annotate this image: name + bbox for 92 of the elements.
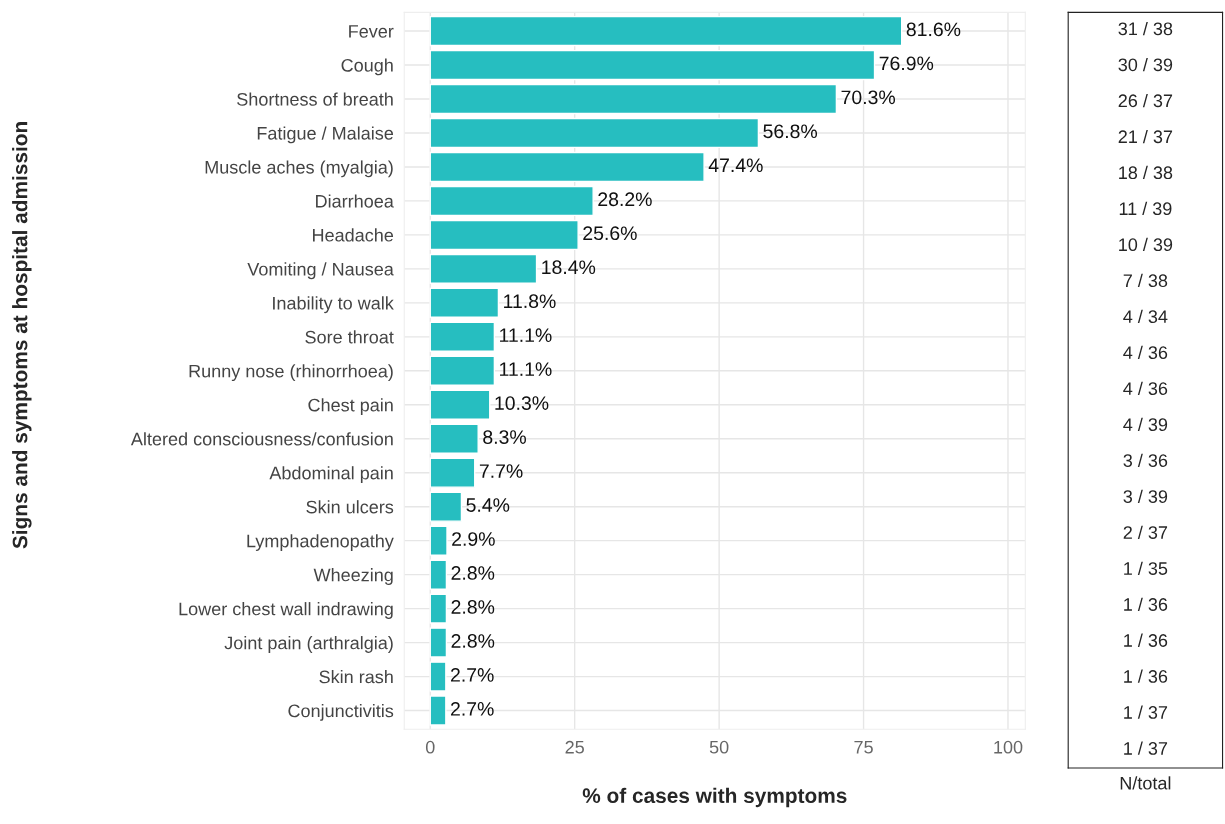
y-tick-label: Inability to walk [273, 296, 394, 314]
text: 3 / 39 [1123, 489, 1168, 503]
data-label: 2.8% [451, 600, 495, 614]
data-label: 8.3% [483, 430, 526, 444]
bar [429, 389, 491, 420]
y-tick-label: Cough [341, 58, 393, 76]
bar [429, 117, 760, 149]
y-axis-title: Signs and symptoms at hospital admission [12, 122, 32, 549]
y-tick-label: Fever [349, 25, 394, 38]
bar [429, 525, 448, 556]
x-tick-label: 100 [994, 740, 1023, 754]
text: 11 / 39 [1119, 201, 1172, 216]
data-label: 11.8% [504, 294, 556, 309]
text: 1 / 35 [1124, 561, 1168, 575]
x-axis-title: % of cases with symptoms [582, 787, 847, 808]
y-tick-label: Joint pain (arthralgia) [224, 636, 393, 653]
bar [429, 253, 538, 285]
bar [429, 321, 496, 352]
text: 10 / 39 [1119, 237, 1173, 252]
bar [429, 219, 579, 251]
text: 3 / 36 [1123, 453, 1168, 467]
y-tick-label: Skin rash [319, 670, 393, 684]
data-label: 81.6% [906, 22, 961, 37]
data-label: 2.7% [450, 702, 494, 716]
data-label: 7.7% [479, 464, 523, 478]
y-tick-label: Abdominal pain [269, 466, 393, 484]
text: 2 / 37 [1123, 525, 1168, 539]
bar [429, 627, 448, 658]
data-label: 2.9% [452, 532, 495, 546]
bar [429, 593, 448, 624]
x-tick-label: 50 [709, 740, 729, 754]
x-tick-label: 0 [425, 740, 435, 754]
bar [429, 287, 500, 318]
text: 26 / 37 [1118, 93, 1173, 108]
data-label: 56.8% [763, 124, 818, 139]
y-tick-label: Chest pain [308, 398, 393, 416]
y-tick-label: Shortness of breath [237, 92, 393, 106]
bar [429, 83, 838, 115]
bar [429, 423, 479, 454]
data-label: 70.3% [841, 90, 896, 105]
bar [429, 151, 705, 183]
y-tick-label: Lower chest wall indrawing [179, 602, 393, 619]
bar [429, 457, 476, 488]
y-tick-label: Vomiting / Nausea [247, 262, 394, 280]
data-label: 2.8% [451, 566, 495, 580]
y-tick-label: Skin ulcers [306, 500, 394, 514]
data-label: 2.8% [451, 634, 495, 648]
text: 1 / 36 [1124, 669, 1168, 683]
text: 7 / 38 [1123, 273, 1168, 288]
text: 1 / 37 [1124, 741, 1168, 755]
bar [429, 661, 447, 692]
data-label: 47.4% [708, 158, 763, 173]
data-label: 18.4% [542, 260, 596, 275]
text: 21 / 37 [1118, 129, 1173, 144]
data-label: 76.9% [879, 56, 934, 71]
data-label: 25.6% [583, 226, 637, 241]
y-tick-label: Diarrhoea [316, 194, 394, 208]
y-tick-label: Headache [313, 228, 394, 242]
bar [429, 355, 496, 386]
data-label: 28.2% [598, 192, 652, 207]
data-label: 11.1% [500, 362, 552, 376]
text: 1 / 36 [1124, 597, 1168, 611]
data-label: 11.1% [500, 328, 552, 342]
bar [429, 185, 594, 217]
bar [429, 559, 448, 590]
text: 30 / 39 [1118, 57, 1173, 72]
y-tick-label: Conjunctivitis [288, 704, 394, 721]
data-label: 5.4% [466, 498, 510, 512]
text: 4 / 39 [1123, 417, 1168, 431]
text: N/total [1120, 776, 1171, 790]
data-label: 10.3% [495, 396, 549, 410]
text: 4 / 36 [1123, 345, 1168, 360]
y-tick-label: Fatigue / Malaise [257, 126, 394, 144]
text: 1 / 37 [1124, 705, 1168, 719]
data-label: 2.7% [450, 668, 494, 682]
x-tick-label: 25 [565, 740, 584, 754]
bar [429, 15, 903, 47]
y-tick-label: Altered consciousness/confusion [130, 432, 393, 446]
bar [429, 49, 876, 81]
bar [429, 491, 463, 522]
bar [429, 695, 447, 726]
y-tick-label: Sore throat [305, 330, 394, 344]
y-tick-label: Lymphadenopathy [247, 534, 394, 551]
y-tick-label: Wheezing [313, 568, 393, 585]
text: 4 / 34 [1123, 309, 1168, 324]
text: 4 / 36 [1123, 381, 1168, 396]
y-tick-label: Runny nose (rhinorrhoea) [189, 364, 393, 382]
text: 1 / 36 [1124, 633, 1168, 647]
y-tick-label: Muscle aches (myalgia) [205, 160, 393, 178]
text: 18 / 38 [1119, 165, 1173, 180]
text: 31 / 38 [1118, 21, 1173, 36]
x-tick-label: 75 [854, 741, 873, 754]
